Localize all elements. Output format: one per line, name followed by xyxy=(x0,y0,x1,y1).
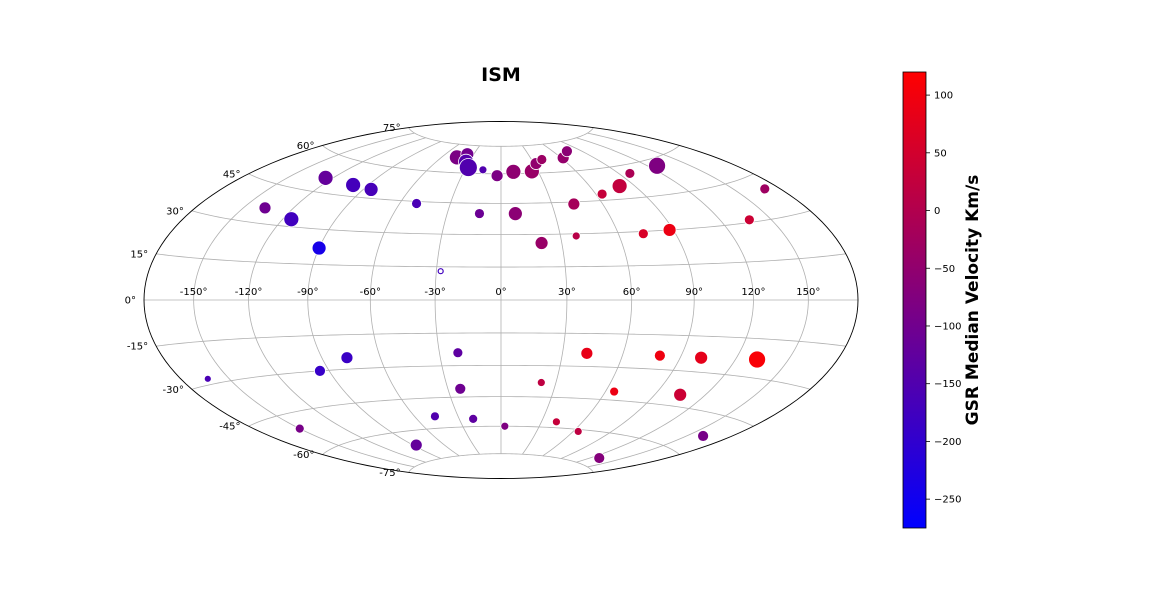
colorbar-label: GSR Median Velocity Km/s xyxy=(963,175,983,426)
parallel-line xyxy=(191,364,811,390)
colorbar-tick-label: 0 xyxy=(934,206,940,217)
data-point xyxy=(409,438,423,452)
lon-tick-label: 120° xyxy=(741,287,765,298)
data-point xyxy=(454,382,467,395)
colorbar-ticks: 100 50 0 −50 −100 −150 −200 −250 xyxy=(926,91,961,506)
lon-tick-label: 90° xyxy=(685,287,703,298)
data-point xyxy=(673,387,688,402)
data-point xyxy=(552,417,561,427)
data-point xyxy=(490,169,504,183)
data-point xyxy=(748,350,766,369)
parallel-line xyxy=(408,453,594,473)
lon-tick-label: 60° xyxy=(623,287,641,298)
data-point xyxy=(452,347,464,359)
lon-tick-label: -150° xyxy=(180,287,208,298)
data-point xyxy=(505,163,522,180)
colorbar-tick-label: 100 xyxy=(934,91,953,102)
axis-tick-labels: -150° -120° -90° -60° -30° 0° 30° 60° 90° 120° 150… xyxy=(125,123,821,479)
lat-tick-label: 30° xyxy=(166,206,184,217)
lon-tick-label: 30° xyxy=(558,287,576,298)
parallel-line xyxy=(156,253,846,268)
lon-tick-label: -60° xyxy=(360,287,381,298)
data-point xyxy=(596,188,608,200)
parallel-line xyxy=(156,332,846,347)
lat-tick-label: -75° xyxy=(379,468,400,479)
data-point xyxy=(580,346,594,360)
data-point xyxy=(507,206,523,222)
data-point xyxy=(458,158,478,177)
data-point xyxy=(653,349,666,362)
lon-tick-label: -90° xyxy=(297,287,318,298)
data-point xyxy=(593,452,606,464)
data-point xyxy=(637,228,649,240)
parallel-line xyxy=(408,127,594,147)
lat-tick-label: -45° xyxy=(219,422,240,433)
chart-title: ISM xyxy=(481,64,521,86)
data-point xyxy=(345,177,362,193)
lat-tick-label: 75° xyxy=(383,123,401,134)
lon-tick-label: -120° xyxy=(235,287,263,298)
data-point xyxy=(411,198,422,209)
data-point xyxy=(609,386,620,397)
colorbar-tick-label: −50 xyxy=(934,264,955,275)
data-point xyxy=(573,427,583,436)
data-point xyxy=(648,156,666,175)
data-points xyxy=(203,145,771,464)
data-point xyxy=(561,145,573,158)
lat-tick-label: -15° xyxy=(127,342,148,353)
data-point xyxy=(662,223,677,237)
data-point xyxy=(474,208,485,219)
data-point xyxy=(697,430,709,442)
colorbar-tick-label: −250 xyxy=(934,495,961,506)
data-point xyxy=(624,168,636,179)
parallel-line xyxy=(191,210,811,236)
data-point xyxy=(203,374,212,383)
data-point xyxy=(534,236,549,250)
lat-tick-label: -60° xyxy=(293,450,314,461)
data-point xyxy=(294,423,305,434)
data-point xyxy=(258,201,272,215)
data-point xyxy=(567,197,581,211)
colorbar-tick-label: 50 xyxy=(934,148,947,159)
data-point xyxy=(468,413,479,424)
colorbar-tick-label: −100 xyxy=(934,321,961,332)
data-point xyxy=(500,421,510,431)
data-point xyxy=(536,378,546,387)
colorbar-gradient xyxy=(902,71,927,529)
data-point xyxy=(430,411,440,422)
colorbar-tick-label: −200 xyxy=(934,437,961,448)
lat-tick-label: 0° xyxy=(125,296,136,307)
data-point xyxy=(759,183,771,195)
data-point xyxy=(311,240,327,256)
lon-tick-label: 150° xyxy=(796,287,820,298)
data-point xyxy=(283,211,300,228)
lat-tick-label: 60° xyxy=(297,141,315,152)
data-point xyxy=(743,214,755,226)
lat-tick-label: -30° xyxy=(162,385,183,396)
data-point xyxy=(340,351,354,365)
data-point xyxy=(317,169,334,186)
lon-tick-label: -30° xyxy=(424,287,445,298)
lon-tick-label: 0° xyxy=(495,287,506,298)
data-point xyxy=(478,165,488,175)
parallel-line xyxy=(248,396,754,427)
colorbar-tick-label: −150 xyxy=(934,379,961,390)
data-point xyxy=(363,181,379,197)
lat-tick-label: 45° xyxy=(223,169,241,180)
lat-tick-label: 15° xyxy=(130,249,148,260)
data-point xyxy=(437,268,444,275)
colorbar: 100 50 0 −50 −100 −150 −200 −250 GSR Median Vel… xyxy=(902,71,983,529)
data-point xyxy=(536,154,548,165)
projection-boundary xyxy=(143,121,859,479)
parallel-line xyxy=(248,173,754,204)
data-point xyxy=(694,350,709,365)
data-point xyxy=(314,364,326,377)
data-point xyxy=(571,231,581,241)
data-point xyxy=(611,178,628,194)
